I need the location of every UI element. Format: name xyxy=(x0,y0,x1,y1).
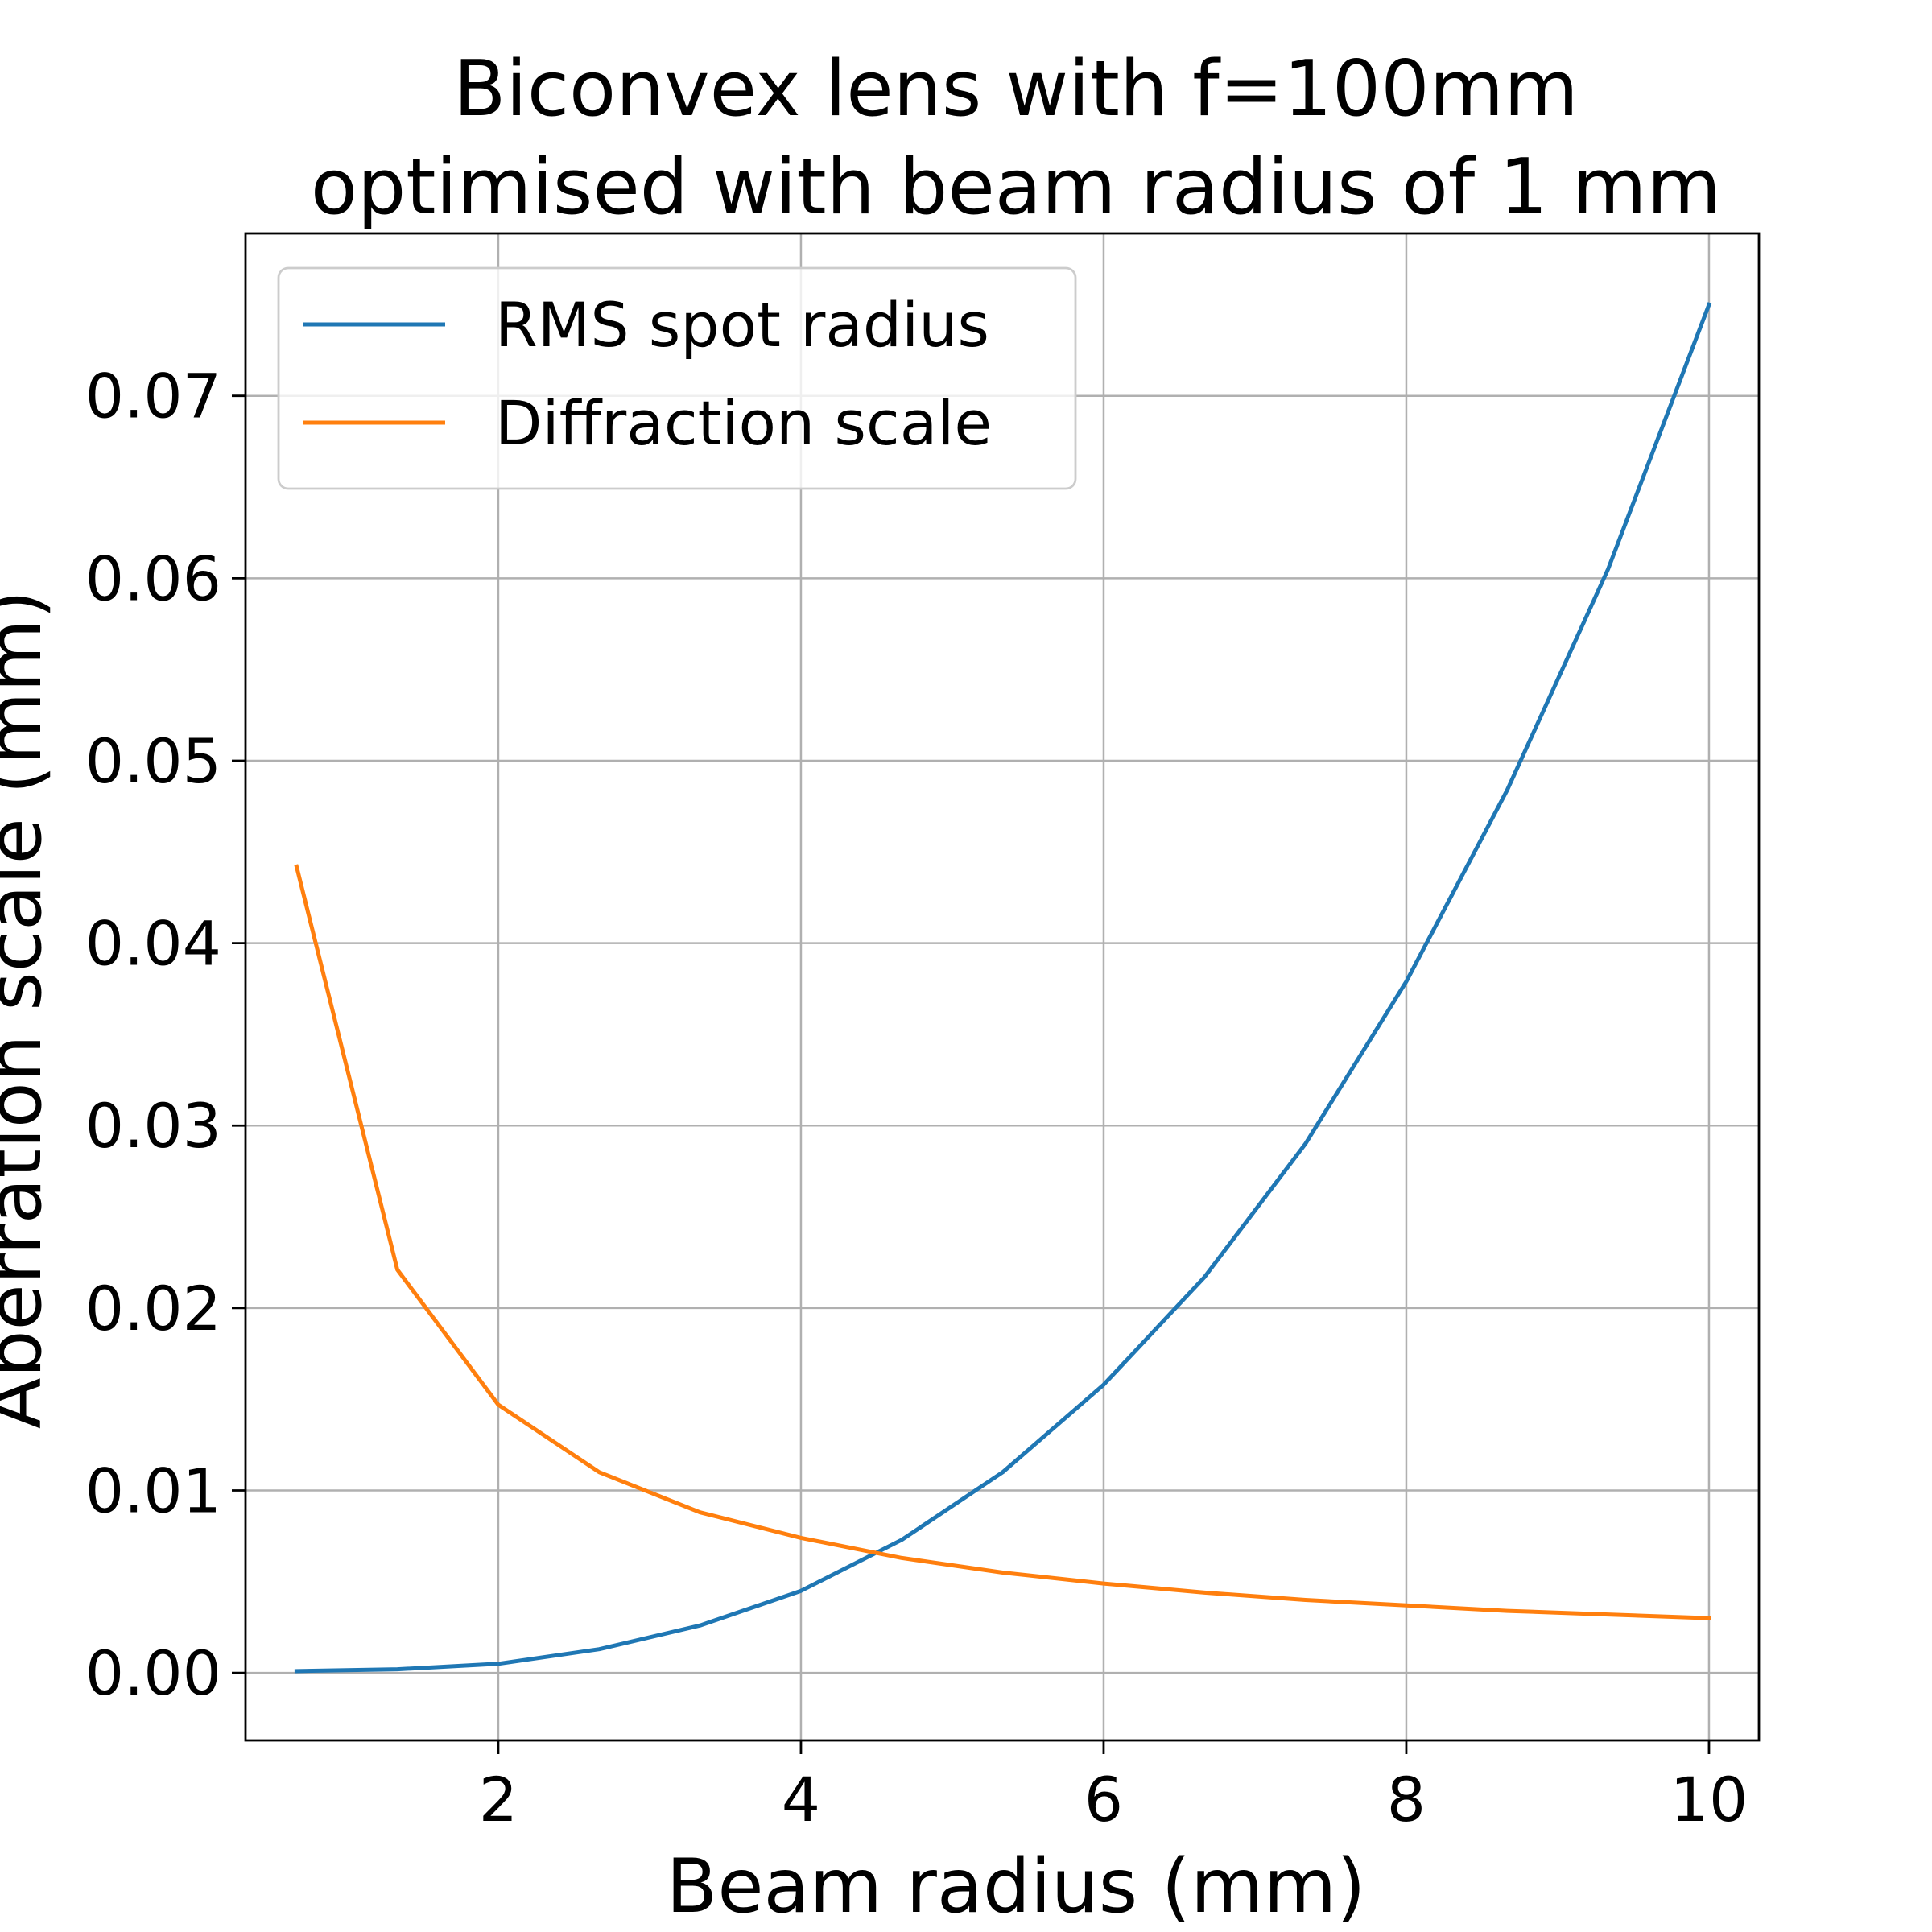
y-tick-label: 0.00 xyxy=(85,1637,221,1709)
y-tick-label: 0.07 xyxy=(85,361,221,432)
y-tick-label: 0.06 xyxy=(85,543,221,614)
x-axis-label: Beam radius (mm) xyxy=(667,1843,1366,1930)
y-tick-label: 0.02 xyxy=(85,1273,221,1344)
axis-ticks: 2 4 6 8 10 0.00 0.01 0.02 0.03 0.04 0.05 0.06 0.07 xyxy=(85,361,1748,1835)
x-tick-label: 8 xyxy=(1387,1764,1426,1835)
legend-frame xyxy=(277,266,1077,490)
chart-title-line-2: optimised with beam radius of 1 mm xyxy=(311,143,1721,232)
x-tick-label: 10 xyxy=(1670,1764,1748,1835)
legend-label-rms-spot-radius: RMS spot radius xyxy=(495,289,989,361)
y-tick-label: 0.03 xyxy=(85,1090,221,1162)
y-tick-label: 0.04 xyxy=(85,908,221,980)
y-tick-label: 0.05 xyxy=(85,725,221,797)
series-line-rms-spot-radius xyxy=(294,302,1712,1674)
series-line-diffraction-scale xyxy=(294,864,1711,1620)
x-tick-label: 6 xyxy=(1084,1764,1123,1835)
x-tick-label: 2 xyxy=(479,1764,518,1835)
legend: RMS spot radius Diffraction scale xyxy=(277,266,1077,490)
x-tick-label: 4 xyxy=(782,1764,820,1835)
y-tick-label: 0.01 xyxy=(85,1455,221,1527)
legend-label-diffraction-scale: Diffraction scale xyxy=(495,387,992,459)
y-axis-label: Aberration scale (mm) xyxy=(0,590,58,1429)
plot-area-frame xyxy=(244,232,1761,1742)
series-layer xyxy=(294,302,1712,1674)
chart-title-line-1: Biconvex lens with f=100mm xyxy=(453,45,1579,134)
